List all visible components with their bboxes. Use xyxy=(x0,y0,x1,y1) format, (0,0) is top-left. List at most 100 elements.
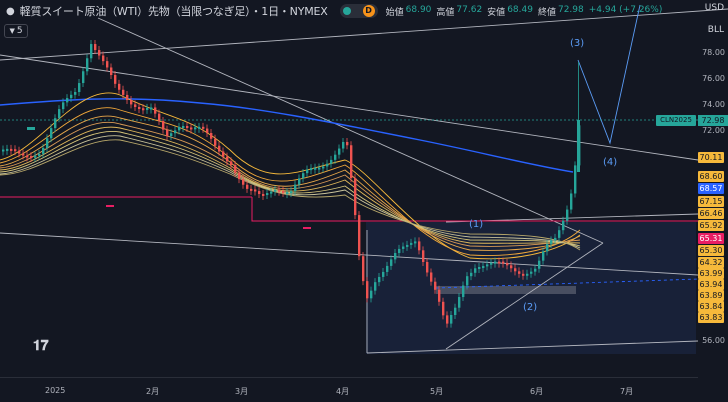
candle-body xyxy=(322,166,325,169)
candle-body xyxy=(210,133,213,139)
signal-marker xyxy=(303,227,311,229)
candle-body xyxy=(66,98,69,103)
candle-body xyxy=(218,145,221,152)
candle-body xyxy=(94,44,97,51)
price-tick: 76.00 xyxy=(702,74,725,83)
candle-body xyxy=(350,145,353,179)
candle-body xyxy=(478,266,481,269)
price-badge: 63.83 xyxy=(698,312,724,323)
time-tick: 4月 xyxy=(336,387,350,396)
candle-body xyxy=(190,127,193,130)
candle-body xyxy=(2,149,5,152)
price-badge: 67.15 xyxy=(698,196,724,207)
candle-body xyxy=(346,141,349,146)
candle-body xyxy=(330,159,333,164)
candle-body xyxy=(134,104,137,107)
candle-body xyxy=(398,248,401,254)
candle-body xyxy=(246,184,249,189)
candle-body xyxy=(70,94,73,99)
candle-body xyxy=(118,83,121,90)
candle-body xyxy=(226,156,229,162)
market-status-pill[interactable]: D xyxy=(339,4,378,18)
candle-body xyxy=(58,109,61,119)
price-badge: 66.46 xyxy=(698,208,724,219)
candle-body xyxy=(554,237,557,241)
candle-body xyxy=(74,92,77,95)
candle-body xyxy=(570,193,573,210)
candle-body xyxy=(198,126,201,129)
candle-body xyxy=(354,178,357,216)
candle-body xyxy=(414,241,417,244)
candle-body xyxy=(470,272,473,277)
candle-body xyxy=(558,230,561,238)
time-tick: 3月 xyxy=(235,387,249,396)
price-tick: 56.00 xyxy=(702,336,725,345)
ema-slow xyxy=(0,98,574,173)
candle-body xyxy=(42,147,45,154)
time-tick: 6月 xyxy=(530,387,544,396)
unit-label[interactable]: BLL xyxy=(707,25,724,35)
price-badge: 65.92 xyxy=(698,220,724,231)
candle-body xyxy=(230,161,233,165)
price-axis[interactable]: 78.00 76.00 74.00 72.00 56.00 xyxy=(698,22,728,377)
high-label: 高値 xyxy=(436,7,455,18)
candle-body xyxy=(214,138,217,146)
candle-body xyxy=(434,281,437,290)
candle-body xyxy=(62,102,65,110)
candle-body xyxy=(18,150,21,154)
candle-body xyxy=(530,271,533,274)
candle-body xyxy=(202,126,205,129)
support-lines[interactable] xyxy=(0,196,698,222)
candle-body xyxy=(182,125,185,128)
candle-body xyxy=(466,276,469,286)
candle-body xyxy=(266,193,269,196)
candle-body xyxy=(374,282,377,291)
time-axis[interactable]: 2025 2月 3月 4月 5月 6月 7月 xyxy=(0,377,698,402)
symbol-title[interactable]: 軽質スイート原油（WTI）先物（当限つなぎ足）・1日・NYMEX xyxy=(19,5,328,18)
chevron-down-icon: ▼ xyxy=(9,27,15,35)
price-tick: 72.00 xyxy=(702,126,725,135)
price-badge: 65.30 xyxy=(698,245,724,256)
candle-body xyxy=(22,153,25,156)
wave-projection xyxy=(577,4,641,145)
candle-body xyxy=(462,285,465,298)
candle-body xyxy=(130,100,133,105)
price-badge: 63.94 xyxy=(698,279,724,290)
time-tick: 7月 xyxy=(620,387,634,396)
wave-label-1: (1) xyxy=(469,219,484,230)
candle-body xyxy=(34,155,37,158)
candle-body xyxy=(338,148,341,155)
candle-body xyxy=(314,167,317,170)
time-tick: 2025 xyxy=(45,386,66,395)
tradingview-logo[interactable]: 𝟏𝟕 xyxy=(33,338,49,354)
candle-body xyxy=(270,191,273,194)
candle-body xyxy=(370,290,373,299)
candle-body xyxy=(238,172,241,180)
candle-body xyxy=(250,188,253,191)
price-badge: 68.60 xyxy=(698,171,724,182)
candle-body xyxy=(482,266,485,269)
time-tick: 5月 xyxy=(430,387,444,396)
candle-body xyxy=(86,58,89,72)
candle-body xyxy=(334,154,337,160)
candle-body xyxy=(38,153,41,156)
change-value: +4.94 (+7.26%) xyxy=(588,4,663,15)
candle-body xyxy=(522,273,525,276)
candle-body xyxy=(126,94,129,101)
candle-body xyxy=(526,273,529,276)
candle-body xyxy=(138,106,141,109)
candle-body xyxy=(106,61,109,68)
currency-label[interactable]: USD xyxy=(704,3,724,13)
candle-body xyxy=(426,261,429,273)
low-label: 安値 xyxy=(487,7,506,18)
candle-body xyxy=(102,55,105,62)
market-open-icon xyxy=(342,7,351,15)
open-value: 68.90 xyxy=(405,4,432,15)
price-tick: 74.00 xyxy=(702,100,725,109)
interval-selector[interactable]: ▼ 5 xyxy=(4,24,28,38)
candlesticks[interactable] xyxy=(2,40,581,328)
price-badge: 65.31 xyxy=(698,233,724,244)
open-label: 始値 xyxy=(385,7,404,18)
candle-body xyxy=(502,261,505,264)
